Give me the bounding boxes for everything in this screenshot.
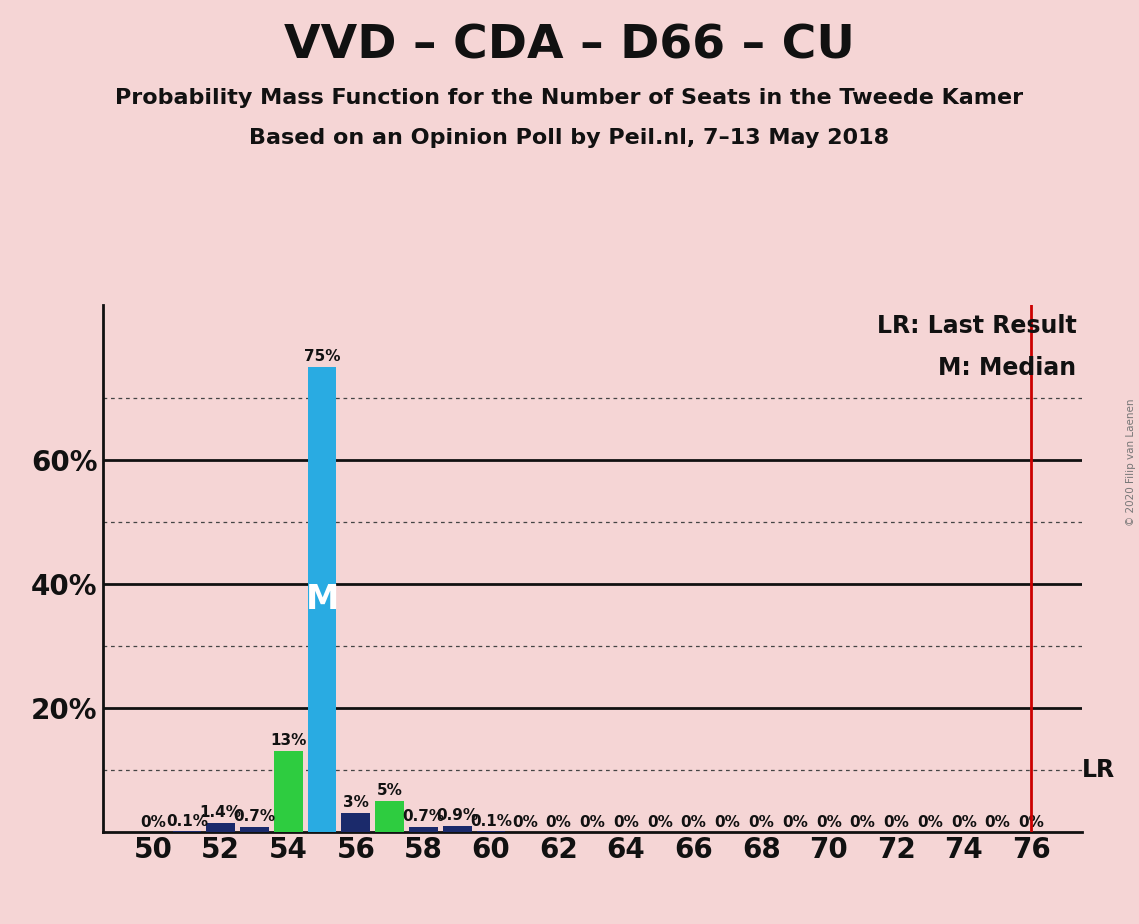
- Text: 0%: 0%: [681, 815, 706, 830]
- Bar: [240, 827, 269, 832]
- Text: 13%: 13%: [270, 733, 306, 748]
- Text: 0%: 0%: [140, 815, 166, 830]
- Text: © 2020 Filip van Laenen: © 2020 Filip van Laenen: [1125, 398, 1136, 526]
- Text: LR: LR: [1082, 758, 1115, 782]
- Text: 0%: 0%: [748, 815, 775, 830]
- Bar: [375, 800, 404, 832]
- Text: 0%: 0%: [1018, 815, 1044, 830]
- Text: 0.7%: 0.7%: [233, 809, 276, 824]
- Text: 0%: 0%: [511, 815, 538, 830]
- Bar: [443, 826, 472, 832]
- Text: Probability Mass Function for the Number of Seats in the Tweede Kamer: Probability Mass Function for the Number…: [115, 88, 1024, 108]
- Text: 0%: 0%: [546, 815, 572, 830]
- Text: 3%: 3%: [343, 795, 369, 810]
- Bar: [273, 751, 303, 832]
- Text: 1.4%: 1.4%: [199, 805, 241, 820]
- Bar: [308, 367, 336, 832]
- Text: 0.9%: 0.9%: [436, 808, 478, 823]
- Text: 0.1%: 0.1%: [166, 814, 208, 829]
- Text: VVD – CDA – D66 – CU: VVD – CDA – D66 – CU: [284, 23, 855, 68]
- Text: 5%: 5%: [377, 783, 402, 797]
- Text: 0%: 0%: [580, 815, 605, 830]
- Text: M: M: [305, 583, 338, 615]
- Text: 0%: 0%: [782, 815, 808, 830]
- Text: 0%: 0%: [850, 815, 876, 830]
- Text: 0%: 0%: [816, 815, 842, 830]
- Text: 0%: 0%: [884, 815, 909, 830]
- Text: 0%: 0%: [951, 815, 977, 830]
- Text: Based on an Opinion Poll by Peil.nl, 7–13 May 2018: Based on an Opinion Poll by Peil.nl, 7–1…: [249, 128, 890, 148]
- Text: 0%: 0%: [647, 815, 673, 830]
- Text: 75%: 75%: [304, 348, 341, 364]
- Bar: [409, 827, 437, 832]
- Bar: [342, 813, 370, 832]
- Text: 0.1%: 0.1%: [470, 814, 511, 829]
- Text: 0%: 0%: [985, 815, 1010, 830]
- Text: 0%: 0%: [613, 815, 639, 830]
- Text: LR: Last Result: LR: Last Result: [877, 314, 1076, 338]
- Text: M: Median: M: Median: [939, 356, 1076, 380]
- Text: 0.7%: 0.7%: [402, 809, 444, 824]
- Text: 0%: 0%: [917, 815, 943, 830]
- Bar: [206, 823, 235, 832]
- Text: 0%: 0%: [714, 815, 740, 830]
